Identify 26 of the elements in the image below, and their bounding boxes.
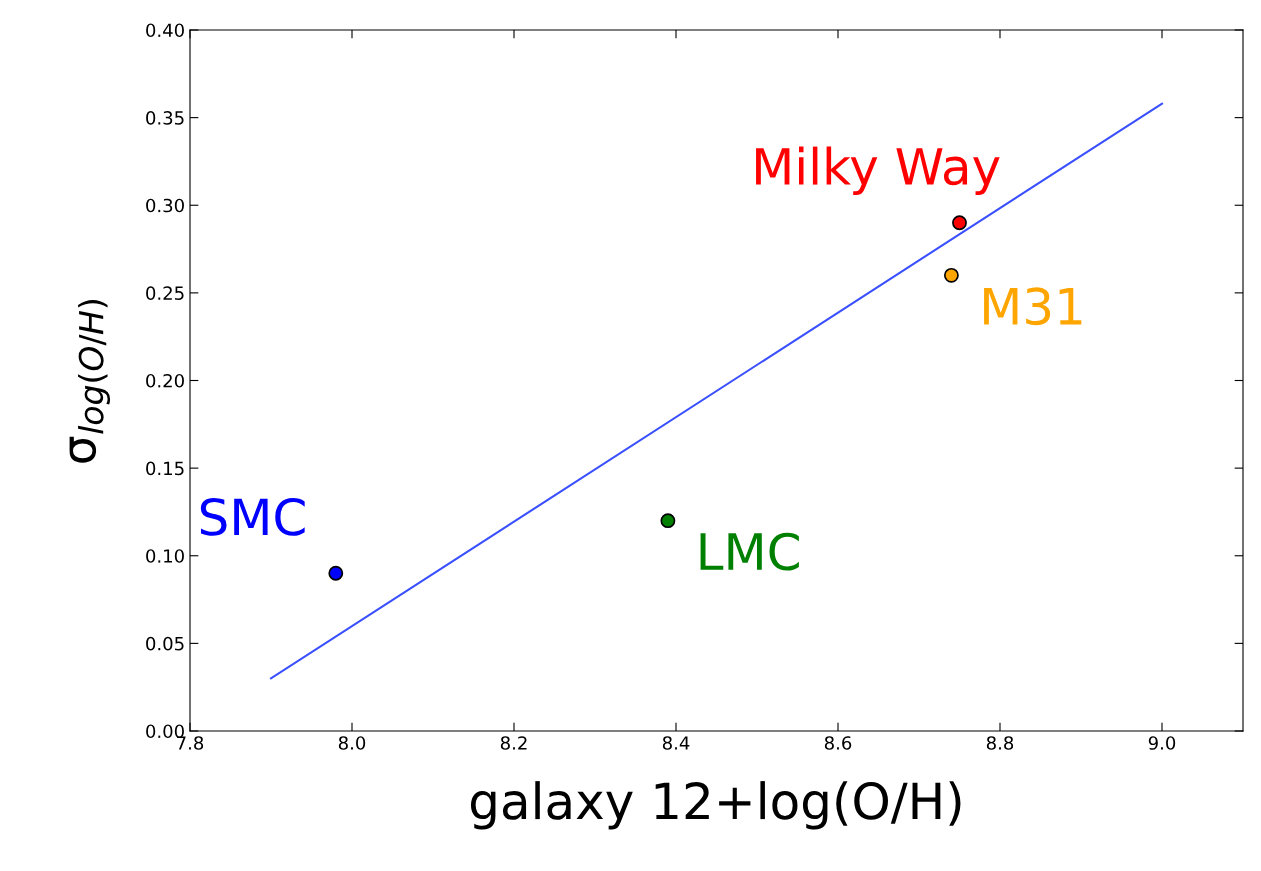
point [660,513,676,529]
x-tick-label: 8.8 [986,736,1014,750]
y-tick-label: 0.00 [146,724,184,739]
y-tick-label: 0.20 [146,373,184,388]
y-tick-label: 0.40 [146,23,184,38]
y-tick-label: 0.15 [146,461,184,476]
x-tick-label: 8.6 [824,736,852,750]
x-tick-label: 7.8 [177,736,204,750]
y-tick-label: 0.30 [146,198,184,213]
series-label: SMC [200,497,305,536]
x-tick-label: 8.4 [662,736,690,750]
x-tick-label: 8.0 [338,736,366,750]
y-axis-title: σ$_{log(O/H)}$ [69,300,111,463]
y-tick-label: 0.10 [146,549,184,563]
point [328,565,344,581]
series-label: M31 [984,287,1082,326]
x-tick-label: 9.0 [1148,736,1176,750]
y-tick-label: 0.05 [146,636,184,651]
point [952,215,967,231]
x-axis-title: galaxy 12+log(O/H) [470,781,961,830]
series-label: Milky Way [756,146,1000,195]
point [943,267,959,283]
series-label: LMC [700,532,799,571]
y-tick-label: 0.35 [146,111,184,125]
y-tick-label: 0.25 [146,286,184,300]
x-tick-label: 8.2 [500,736,527,750]
